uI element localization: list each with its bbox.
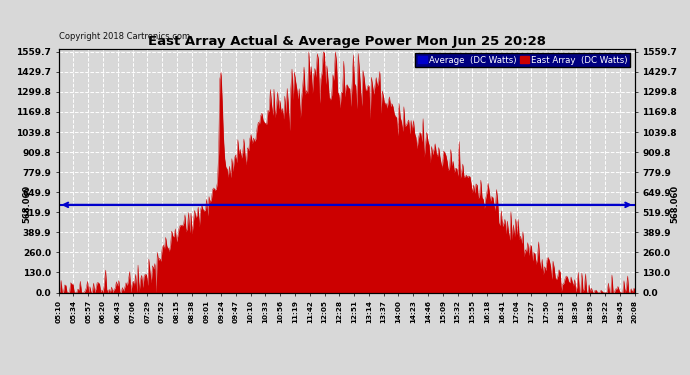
- Legend: Average  (DC Watts), East Array  (DC Watts): Average (DC Watts), East Array (DC Watts…: [415, 53, 631, 67]
- Text: 568.060: 568.060: [23, 184, 32, 223]
- Title: East Array Actual & Average Power Mon Jun 25 20:28: East Array Actual & Average Power Mon Ju…: [148, 34, 546, 48]
- Text: Copyright 2018 Cartronics.com: Copyright 2018 Cartronics.com: [59, 32, 190, 41]
- Text: 568.060: 568.060: [671, 184, 680, 223]
